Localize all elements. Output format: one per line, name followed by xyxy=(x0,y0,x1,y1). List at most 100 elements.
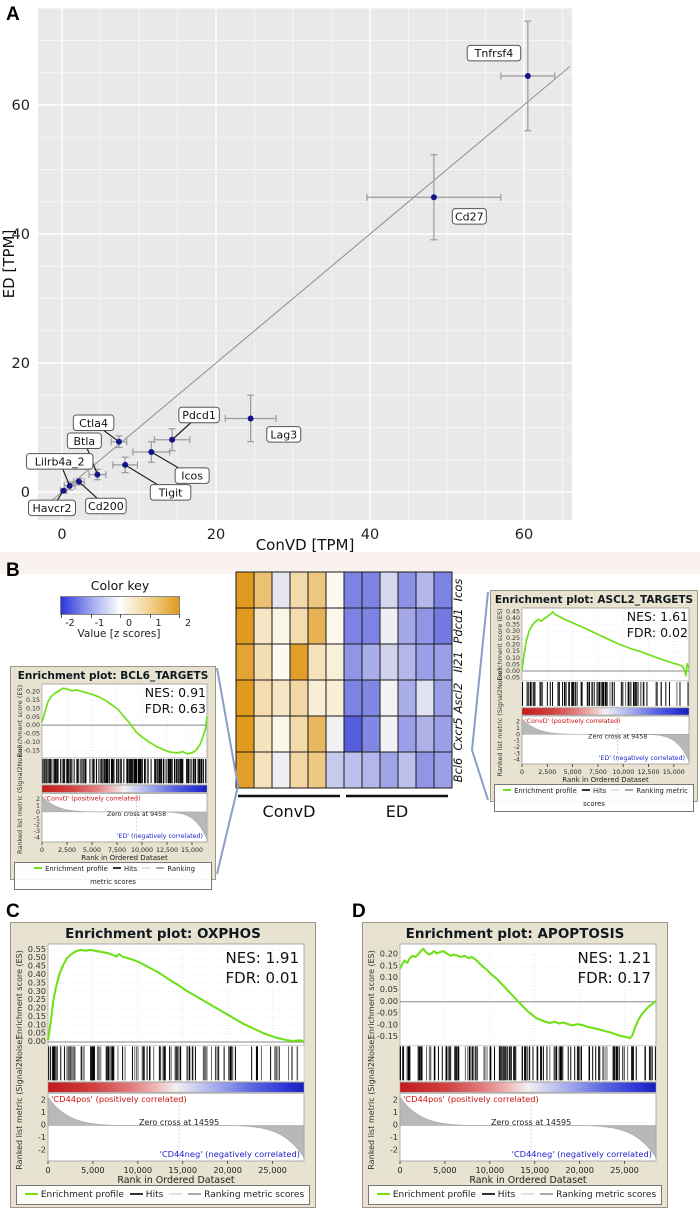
svg-text:Ctla4: Ctla4 xyxy=(79,417,108,430)
svg-text:-1: -1 xyxy=(34,815,40,822)
gsea-legend: Enrichment profile Hits Ranking metric s… xyxy=(366,1185,664,1205)
svg-text:0: 0 xyxy=(36,809,40,816)
legend-ranking-label: Ranking metric scores xyxy=(556,1190,657,1200)
fdr-value: FDR: 0.02 xyxy=(626,625,688,641)
scan-artifact-strip xyxy=(0,552,700,574)
svg-text:Il21: Il21 xyxy=(451,651,465,672)
svg-text:-1: -1 xyxy=(390,1132,398,1142)
svg-text:-3: -3 xyxy=(514,750,520,757)
svg-text:0.40: 0.40 xyxy=(506,615,520,622)
svg-text:Tigit: Tigit xyxy=(158,486,183,499)
color-key-tick: 0 xyxy=(125,618,133,629)
svg-text:0.45: 0.45 xyxy=(506,608,520,615)
svg-text:Zero cross at 9458: Zero cross at 9458 xyxy=(588,734,647,741)
svg-text:'ED' (negatively correlated): 'ED' (negatively correlated) xyxy=(599,755,685,762)
svg-text:0.15: 0.15 xyxy=(380,960,398,970)
legend-hits-label: Hits xyxy=(145,1190,164,1200)
legend-profile-line-icon xyxy=(503,789,512,791)
svg-text:12,500: 12,500 xyxy=(156,847,178,854)
gsea-plot-bcl6: 0.200.150.100.050.00-0.05-0.10-0.15210-1… xyxy=(16,683,208,862)
svg-text:20: 20 xyxy=(12,356,30,372)
svg-text:0.15: 0.15 xyxy=(28,1011,46,1021)
svg-text:Ranked list metric (Signal2Noi: Ranked list metric (Signal2Noise) xyxy=(16,746,24,854)
svg-text:-2: -2 xyxy=(34,822,40,829)
svg-text:2: 2 xyxy=(516,719,520,726)
gsea-stats: NES: 1.21 FDR: 0.17 xyxy=(578,949,651,988)
svg-text:15,000: 15,000 xyxy=(663,769,685,776)
gsea-stats: NES: 1.61 FDR: 0.02 xyxy=(627,609,688,642)
svg-text:40: 40 xyxy=(361,527,379,543)
gsea-plot-apoptosis: 0.200.15 0.10 0.05 0.00 -0.05-0.10 -0.15 2 1 0 -1… xyxy=(367,943,657,1185)
svg-text:15,000: 15,000 xyxy=(168,1165,197,1175)
expression-heatmap: Icos Pdcd1 Il21 Ascl2 Cxcr5 Bcl6 ConvD ED xyxy=(235,571,465,821)
svg-text:-0.15: -0.15 xyxy=(24,747,40,754)
svg-text:Cd200: Cd200 xyxy=(88,500,124,513)
svg-text:20,000: 20,000 xyxy=(213,1165,242,1175)
svg-text:ConvD: ConvD xyxy=(263,802,316,821)
svg-text:2,500: 2,500 xyxy=(538,769,556,776)
svg-text:Enrichment score (ES): Enrichment score (ES) xyxy=(367,950,376,1039)
svg-text:0.35: 0.35 xyxy=(506,622,520,629)
svg-text:0.00: 0.00 xyxy=(380,996,398,1006)
svg-text:60: 60 xyxy=(12,98,30,114)
gsea-stats: NES: 1.91 FDR: 0.01 xyxy=(226,949,299,988)
gsea-legend: Enrichment profile Hits Ranking metric s… xyxy=(494,784,694,812)
svg-text:0.05: 0.05 xyxy=(26,714,40,721)
gsea-legend: Enrichment profile Hits Ranking metric s… xyxy=(14,862,212,890)
svg-text:Ascl2: Ascl2 xyxy=(451,683,465,715)
gsea-plot-oxphos: 0.550.500.450.400.350.300.250.200.150.10… xyxy=(15,943,305,1185)
svg-text:Lag3: Lag3 xyxy=(270,428,297,441)
svg-text:Ranked list metric (Signal2Noi: Ranked list metric (Signal2Noise) xyxy=(15,1037,24,1170)
svg-text:7,500: 7,500 xyxy=(589,769,607,776)
svg-text:0.25: 0.25 xyxy=(28,994,46,1004)
legend-ranking-line-icon xyxy=(142,867,151,869)
svg-text:Rank in Ordered Dataset: Rank in Ordered Dataset xyxy=(469,1175,587,1185)
svg-text:15,000: 15,000 xyxy=(520,1165,549,1175)
nes-value: NES: 1.61 xyxy=(626,609,688,624)
svg-text:Rank in Ordered Dataset: Rank in Ordered Dataset xyxy=(562,776,649,784)
gsea-title: Enrichment plot: APOPTOSIS xyxy=(405,926,625,942)
color-gradient-bar xyxy=(60,596,180,618)
svg-text:20,000: 20,000 xyxy=(565,1165,594,1175)
svg-text:'ConvD' (positively correlated: 'ConvD' (positively correlated) xyxy=(525,718,620,725)
svg-text:0.20: 0.20 xyxy=(506,642,520,649)
color-key-tick: -2 xyxy=(65,618,75,629)
svg-text:0.10: 0.10 xyxy=(28,1019,46,1029)
svg-text:'CD44pos' (positively correlat: 'CD44pos' (positively correlated) xyxy=(403,1094,539,1104)
svg-text:Tnfrsf4: Tnfrsf4 xyxy=(474,47,514,60)
svg-text:0: 0 xyxy=(520,769,524,776)
svg-text:Enrichment score (ES): Enrichment score (ES) xyxy=(16,685,24,757)
svg-text:10,000: 10,000 xyxy=(131,847,153,854)
svg-text:0.20: 0.20 xyxy=(380,949,398,959)
gsea-title: Enrichment plot: ASCL2_TARGETS xyxy=(494,594,694,606)
svg-text:0.10: 0.10 xyxy=(26,705,40,712)
nes-value: NES: 1.21 xyxy=(577,949,651,967)
legend-profile-line-icon xyxy=(24,1192,38,1195)
svg-text:Zero cross at 14595: Zero cross at 14595 xyxy=(139,1118,219,1127)
svg-text:5,000: 5,000 xyxy=(564,769,582,776)
svg-text:-1: -1 xyxy=(514,738,520,745)
svg-text:0.30: 0.30 xyxy=(506,628,520,635)
svg-text:Icos: Icos xyxy=(181,470,203,483)
legend-hits-label: Hits xyxy=(592,787,607,795)
svg-text:Bcl6: Bcl6 xyxy=(451,758,465,783)
svg-text:5,000: 5,000 xyxy=(433,1165,456,1175)
svg-text:10,000: 10,000 xyxy=(475,1165,504,1175)
svg-text:0: 0 xyxy=(45,1165,50,1175)
svg-text:0.25: 0.25 xyxy=(506,635,520,642)
svg-text:-4: -4 xyxy=(514,757,520,764)
svg-text:15,000: 15,000 xyxy=(181,847,203,854)
legend-ranking-line-icon xyxy=(521,1192,535,1195)
legend-hits-label: Hits xyxy=(124,865,138,873)
svg-text:0.00: 0.00 xyxy=(506,668,520,675)
svg-text:-0.05: -0.05 xyxy=(24,731,40,738)
legend-ranking-line-icon xyxy=(169,1192,183,1195)
svg-text:10,000: 10,000 xyxy=(123,1165,152,1175)
legend-profile-label: Enrichment profile xyxy=(45,865,108,873)
legend-profile-line-icon xyxy=(34,867,43,869)
svg-text:Zero cross at 9458: Zero cross at 9458 xyxy=(107,811,166,818)
color-key-title: Color key xyxy=(90,578,150,593)
svg-text:40: 40 xyxy=(12,227,30,243)
gsea-panel-bcl6-targets: Enrichment plot: BCL6_TARGETS 0.20 0.15 0.… xyxy=(10,666,216,890)
